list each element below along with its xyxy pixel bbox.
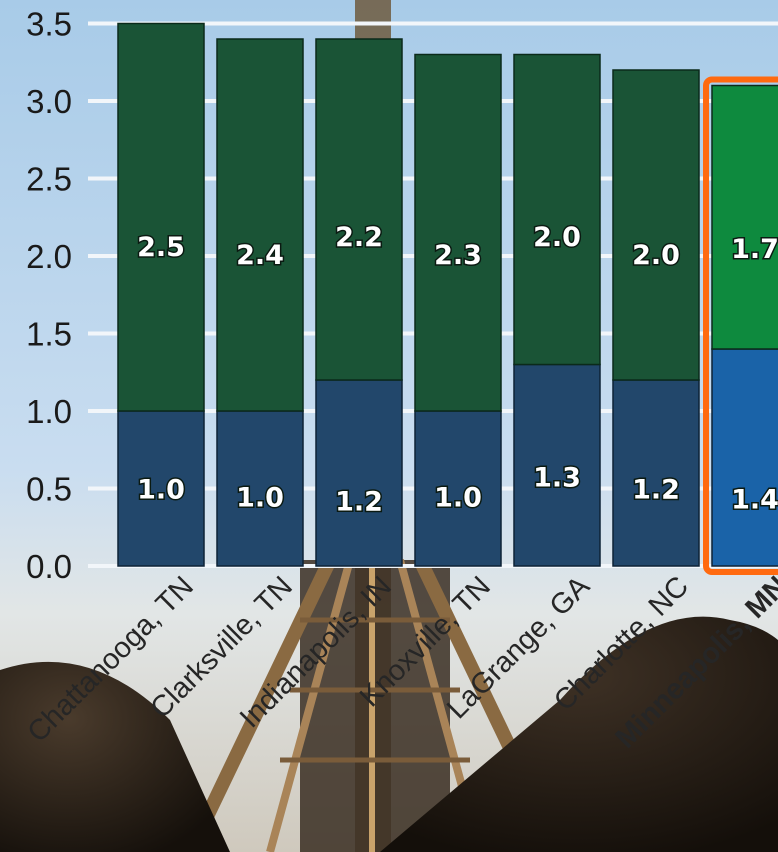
bar-base-segment (117, 410, 205, 567)
bar-top-segment (711, 84, 778, 350)
y-tick-label: 3.5 (26, 6, 72, 43)
bar-top-segment (414, 53, 502, 412)
data-label-base: 1.0 (434, 483, 482, 514)
data-label-top: 2.5 (137, 232, 185, 263)
x-tick-label: Chattanooga, TN (22, 570, 200, 748)
y-tick-label: 3.0 (26, 83, 72, 120)
y-tick-label: 1.0 (26, 393, 72, 430)
coal-pile-right (380, 616, 778, 852)
y-tick-label: 2.5 (26, 161, 72, 198)
bar-base-segment (513, 363, 601, 567)
bar-base-segment (315, 379, 403, 567)
y-tick-label: 0.5 (26, 471, 72, 508)
data-label-top: 2.2 (335, 222, 383, 253)
x-tick-label: Minneapolis, MN (610, 570, 778, 754)
bar-base-segment (711, 348, 778, 567)
data-label-base: 1.3 (533, 463, 581, 494)
bar-base-segment (216, 410, 304, 567)
bar-top-segment (315, 38, 403, 381)
bar-base-segment (612, 379, 700, 567)
data-label-top: 2.4 (236, 240, 284, 271)
bar-top-segment (612, 69, 700, 381)
y-tick-label: 1.5 (26, 316, 72, 353)
data-label-base: 1.4 (731, 485, 778, 516)
bar-top-segment (117, 22, 205, 412)
y-tick-label: 2.0 (26, 238, 72, 275)
y-tick-label: 0.0 (26, 548, 72, 585)
data-label-top: 1.7 (731, 234, 778, 265)
data-label-base: 1.0 (137, 475, 185, 506)
data-label-top: 2.3 (434, 240, 482, 271)
data-label-base: 1.2 (335, 487, 383, 518)
bar-base-segment (414, 410, 502, 567)
coal-pile-left (0, 661, 230, 852)
y-axis: 0.0 0.5 1.0 1.5 2.0 2.5 3.0 3.5 (26, 6, 72, 586)
bar-top-segment (216, 38, 304, 412)
data-label-top: 2.0 (632, 240, 680, 271)
data-label-base: 1.0 (236, 483, 284, 514)
bars (117, 22, 778, 575)
data-label-top: 2.0 (533, 222, 581, 253)
data-label-base: 1.2 (632, 475, 680, 506)
highlight-frame (703, 76, 778, 575)
data-labels: 1.0 2.5 1.0 2.4 1.2 2.2 1.0 2.3 1.3 2.0 1.2 2.0 1.4 1… (136, 221, 778, 520)
bar-top-segment (513, 53, 601, 366)
